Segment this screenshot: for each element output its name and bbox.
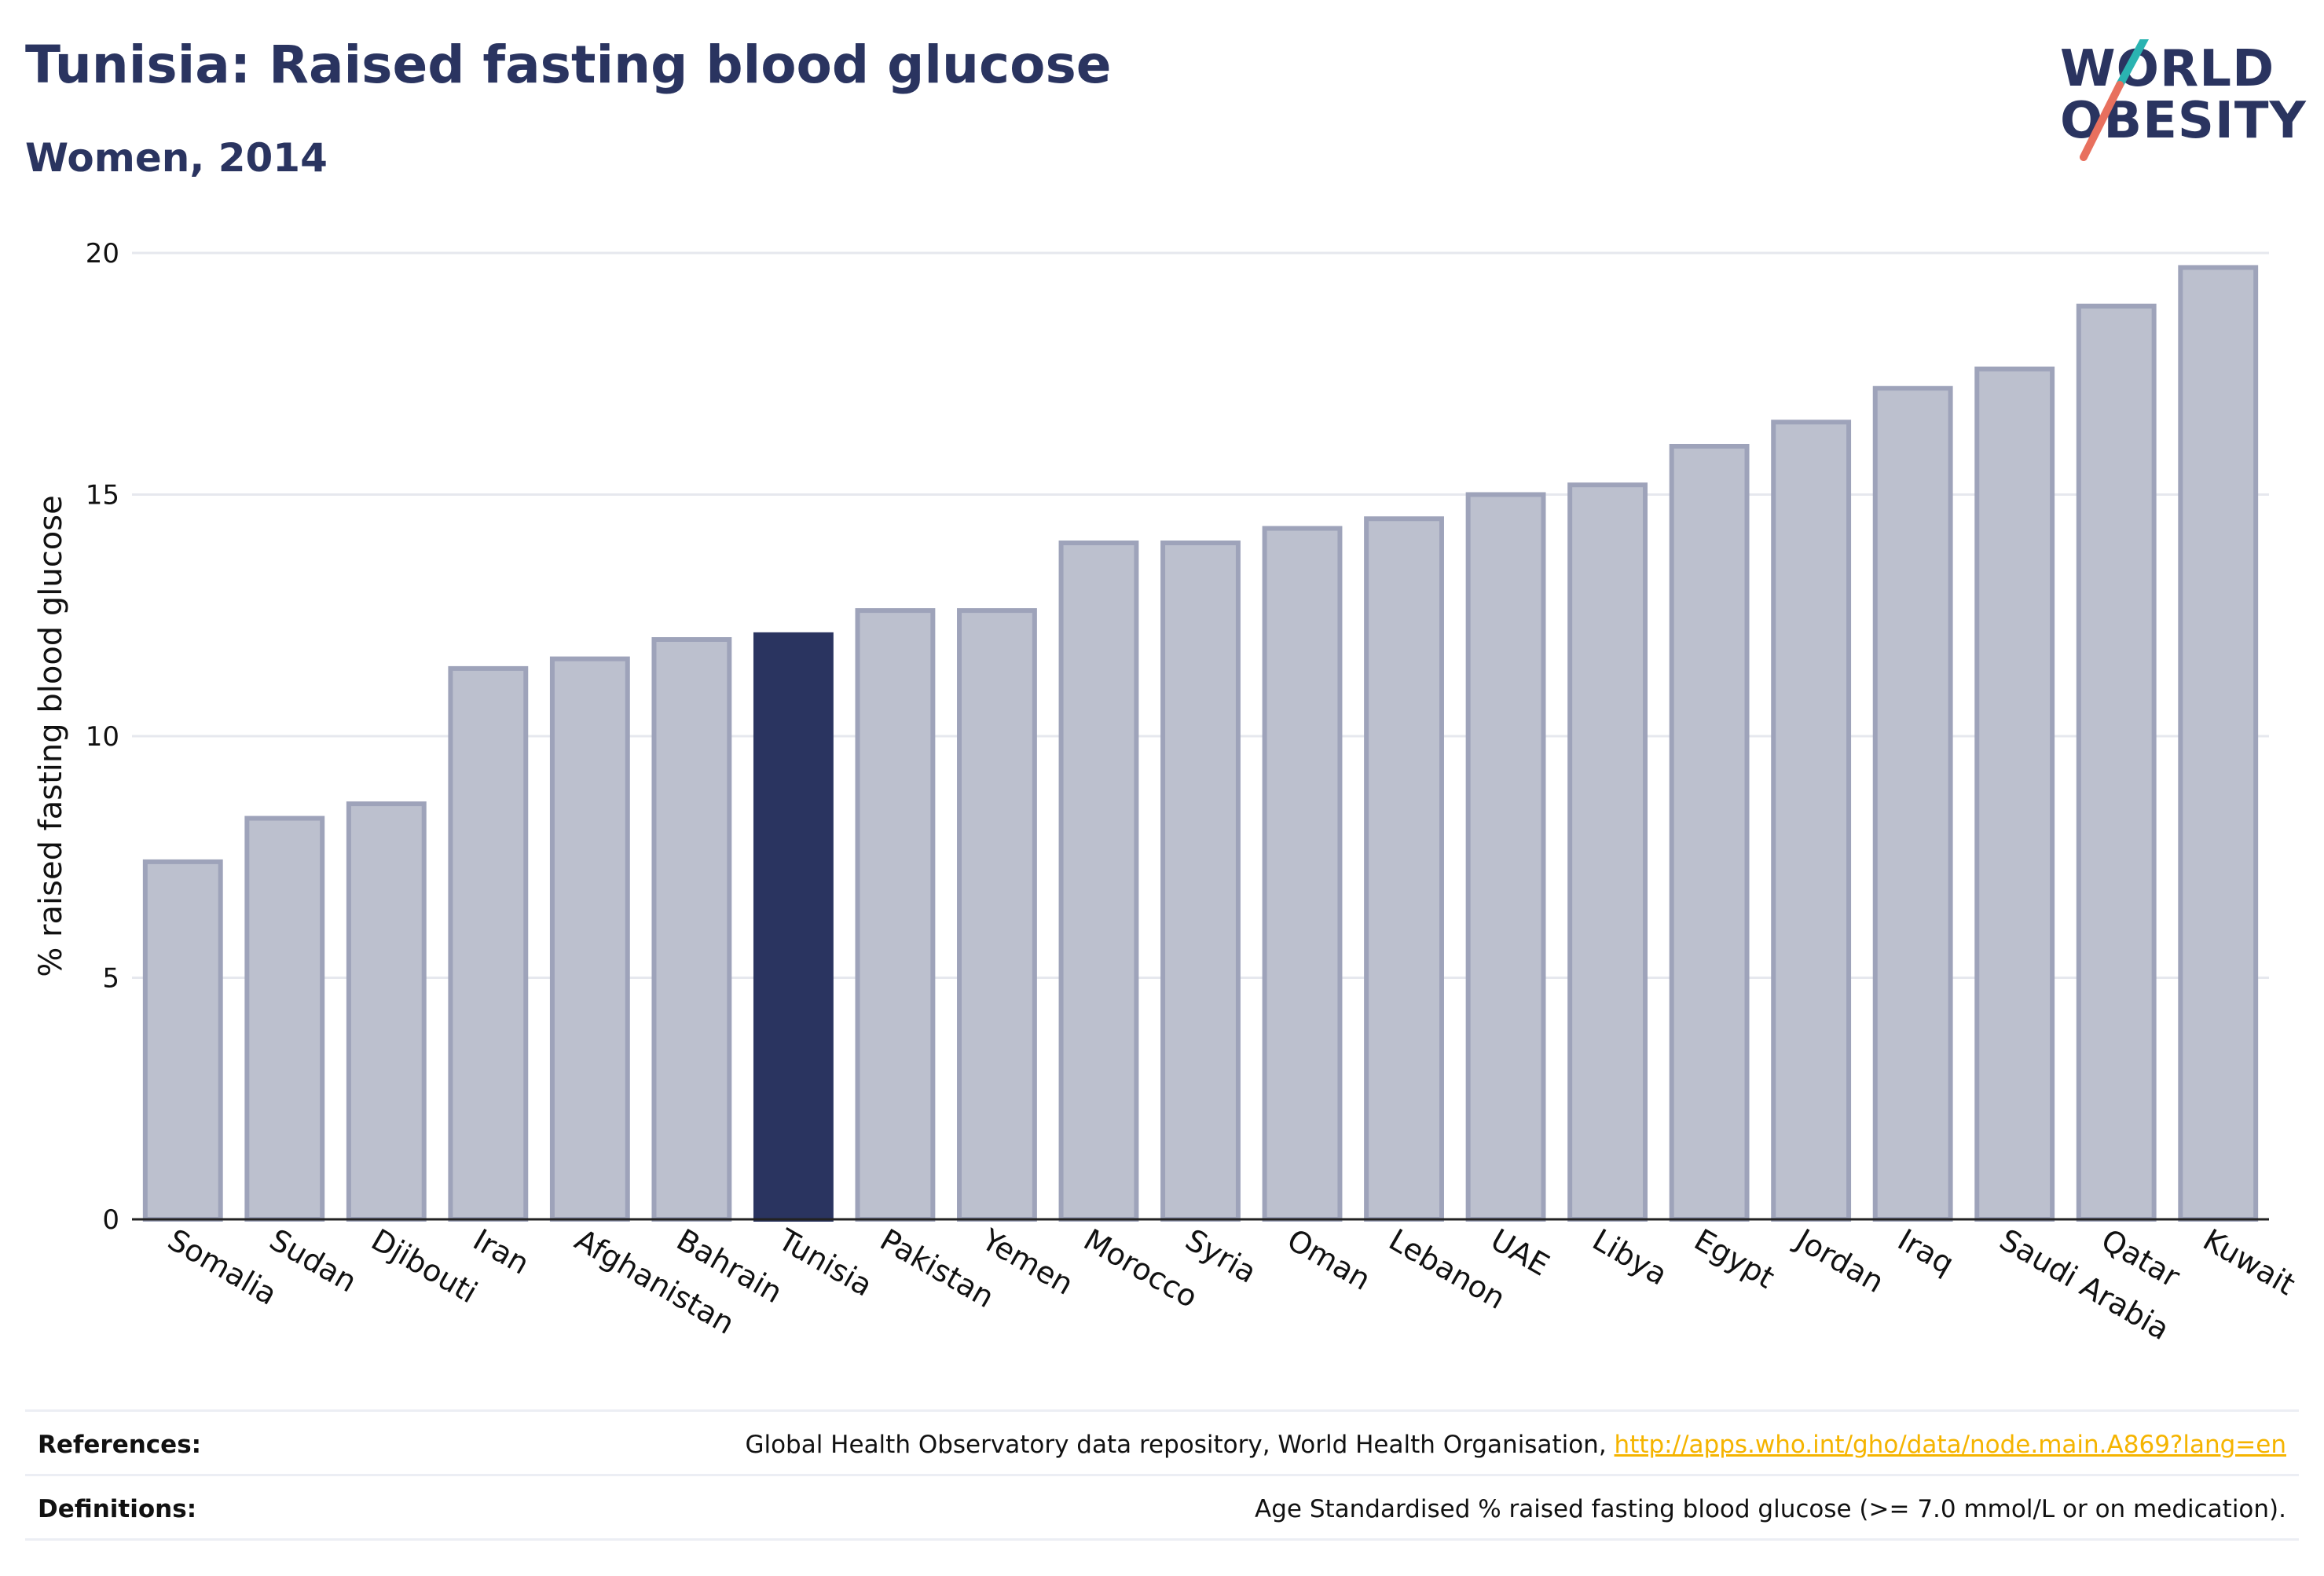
- references-row: References: Global Health Observatory da…: [25, 1409, 2299, 1475]
- bar: [1669, 444, 1750, 1222]
- bar: [1872, 386, 1953, 1222]
- bar: [1771, 420, 1852, 1222]
- definitions-label: Definitions:: [38, 1495, 197, 1523]
- definitions-row: Definitions: Age Standardised % raised f…: [25, 1474, 2299, 1539]
- definitions-value: Age Standardised % raised fasting blood …: [1255, 1495, 2286, 1523]
- bar: [448, 665, 529, 1222]
- bar-highlight: [753, 632, 834, 1222]
- x-tick-label: Pakistan: [874, 1222, 1000, 1315]
- bar: [651, 637, 732, 1222]
- logo-slash-icon: [2080, 39, 2150, 161]
- x-tick-label: Iran: [467, 1222, 535, 1281]
- x-tick-label: Morocco: [1078, 1222, 1204, 1315]
- logo-line-world: WORLD: [2060, 40, 2275, 98]
- x-tick-label: UAE: [1485, 1222, 1555, 1283]
- bar: [1160, 541, 1241, 1222]
- bar: [1465, 492, 1546, 1222]
- references-text: Global Health Observatory data repositor…: [745, 1431, 1615, 1459]
- footer-bottom-rule: [25, 1538, 2299, 1541]
- x-tick-label: Egypt: [1688, 1222, 1780, 1296]
- x-tick-label: Iraq: [1892, 1222, 1959, 1281]
- chart-title: Tunisia: Raised fasting blood glucose: [25, 35, 1112, 95]
- x-tick-label: Jordan: [1789, 1222, 1890, 1300]
- logo-coral-stroke: [2080, 81, 2124, 161]
- bar: [1364, 516, 1444, 1222]
- x-tick-label: Somalia: [162, 1222, 283, 1312]
- bar: [957, 608, 1037, 1222]
- chart-subtitle: Women, 2014: [25, 135, 328, 181]
- y-tick-label: 15: [86, 480, 119, 511]
- y-axis-title: % raised fasting blood glucose: [33, 495, 69, 977]
- x-tick-label: Saudi Arabia: [1994, 1222, 2176, 1347]
- y-tick-label: 0: [102, 1204, 119, 1236]
- references-value: Global Health Observatory data repositor…: [745, 1431, 2286, 1459]
- world-obesity-logo: WORLD OBESITY: [2051, 39, 2318, 165]
- bar-chart: 0 5 10 15 20 % raised fasting blood glucose So…: [33, 238, 2301, 1347]
- x-tick-label: Libya: [1587, 1222, 1673, 1292]
- x-tick-label: Oman: [1281, 1222, 1376, 1297]
- references-link[interactable]: http://apps.who.int/gho/data/node.main.A…: [1614, 1431, 2286, 1459]
- bar: [244, 815, 325, 1222]
- bar: [549, 656, 630, 1222]
- x-tick-label: Lebanon: [1384, 1222, 1512, 1316]
- y-tick-label: 20: [86, 238, 119, 269]
- bar: [1058, 541, 1139, 1222]
- bar: [1262, 526, 1343, 1222]
- x-tick-label: Tunisia: [772, 1222, 878, 1303]
- x-tick-label: Djibouti: [365, 1222, 483, 1310]
- bar: [2178, 265, 2259, 1222]
- y-tick-label: 10: [86, 721, 119, 753]
- bar: [346, 801, 427, 1222]
- bar: [142, 859, 223, 1222]
- references-label: References:: [38, 1431, 202, 1459]
- bar: [1567, 482, 1648, 1222]
- bar: [2076, 303, 2157, 1222]
- y-tick-label: 5: [102, 963, 119, 995]
- bar: [855, 608, 936, 1222]
- bar: [1974, 366, 2055, 1222]
- logo-teal-stroke: [2116, 39, 2150, 89]
- x-tick-label: Kuwait: [2198, 1222, 2301, 1303]
